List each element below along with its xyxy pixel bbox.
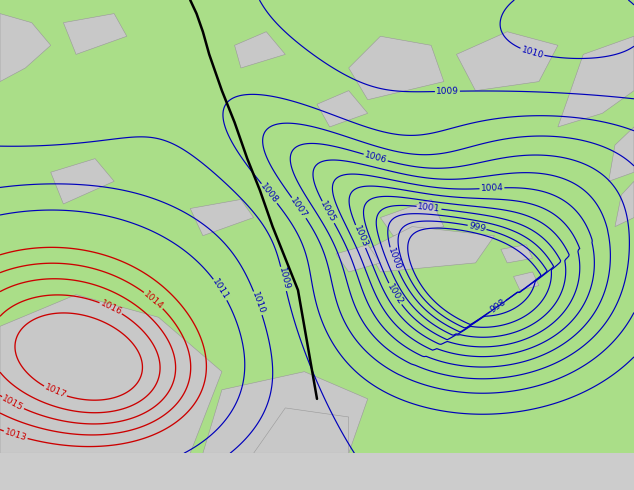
Polygon shape — [380, 199, 444, 236]
Text: 1008: 1008 — [259, 182, 280, 205]
Text: 1010: 1010 — [250, 291, 266, 316]
Polygon shape — [203, 371, 368, 453]
Text: 1015: 1015 — [1, 393, 25, 413]
Polygon shape — [514, 272, 539, 290]
Polygon shape — [0, 14, 51, 81]
Text: 1013: 1013 — [3, 427, 28, 443]
Polygon shape — [456, 32, 558, 91]
Text: 1014: 1014 — [142, 289, 165, 311]
Text: Sa 08-06-2024 06:00 UTC (12+66): Sa 08-06-2024 06:00 UTC (12+66) — [422, 463, 631, 473]
Text: 1009: 1009 — [436, 87, 459, 96]
Text: 1002: 1002 — [385, 282, 404, 306]
Polygon shape — [190, 199, 254, 236]
Polygon shape — [235, 32, 285, 68]
Text: 1010: 1010 — [520, 45, 545, 60]
Polygon shape — [615, 181, 634, 226]
Text: 998: 998 — [488, 297, 507, 315]
Text: 1011: 1011 — [210, 277, 231, 302]
Text: 999: 999 — [468, 221, 486, 233]
Polygon shape — [51, 159, 114, 204]
Polygon shape — [0, 294, 222, 453]
Text: Surface pressure [hPa] ECMWF: Surface pressure [hPa] ECMWF — [3, 469, 192, 480]
Text: ©weatheronline.co.uk: ©weatheronline.co.uk — [514, 480, 631, 490]
Polygon shape — [349, 36, 444, 100]
Text: 1016: 1016 — [99, 298, 123, 317]
Polygon shape — [558, 36, 634, 127]
Text: 1005: 1005 — [319, 200, 338, 224]
Text: 1001: 1001 — [417, 202, 441, 214]
Text: 1000: 1000 — [385, 247, 402, 271]
Polygon shape — [501, 245, 533, 263]
Text: 1004: 1004 — [481, 183, 503, 193]
Polygon shape — [336, 245, 380, 272]
Polygon shape — [317, 91, 368, 127]
Text: 1006: 1006 — [363, 150, 388, 165]
Text: 1007: 1007 — [288, 196, 309, 220]
Polygon shape — [368, 226, 495, 272]
Polygon shape — [254, 408, 349, 453]
Text: 1003: 1003 — [352, 224, 369, 249]
Polygon shape — [63, 14, 127, 54]
Text: 1009: 1009 — [276, 267, 290, 291]
Polygon shape — [609, 127, 634, 181]
Text: 1017: 1017 — [42, 383, 67, 400]
